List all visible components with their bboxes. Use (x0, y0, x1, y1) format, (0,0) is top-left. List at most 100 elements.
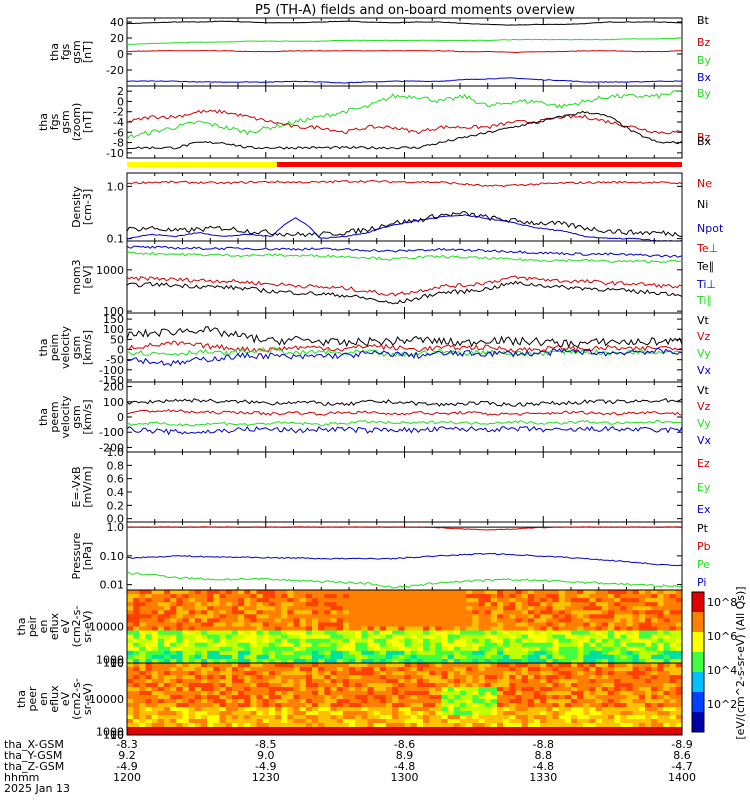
spectrogram-cell (281, 622, 288, 627)
spectrogram-cell (423, 695, 430, 700)
spectrogram-cell (410, 715, 418, 720)
spectrogram-cell (614, 594, 621, 599)
spectrogram-cell (595, 731, 603, 736)
spectrogram-cell (305, 618, 313, 623)
spectrogram-cell (583, 719, 590, 724)
spectrogram-cell (490, 606, 498, 611)
spectrogram-cell (133, 703, 140, 708)
spectrogram-cell (583, 675, 590, 680)
spectrogram-cell (453, 626, 461, 632)
spectrogram-cell (416, 727, 424, 732)
spectrogram-cell (527, 610, 535, 615)
spectrogram-cell (497, 727, 504, 732)
spectrogram-cell (435, 683, 442, 688)
spectrogram-cell (466, 638, 473, 644)
spectrogram-cell (595, 606, 603, 611)
spectrogram-cell (669, 634, 677, 640)
spectrogram-cell (657, 606, 664, 611)
spectrogram-cell (423, 654, 430, 660)
spectrogram-cell (275, 663, 282, 668)
spectrogram-cell (386, 614, 393, 619)
spectrogram-cell (404, 687, 412, 692)
spectrogram-cell (564, 598, 572, 603)
spectrogram-cell (219, 650, 227, 656)
spectrogram-cell (416, 606, 424, 611)
spectrogram-cell (312, 707, 319, 712)
panel-peer_spec: 10000100010010thapeerenefluxeV(cm2-s-sr-… (15, 662, 683, 742)
spectrogram-cell (312, 679, 319, 684)
spectrogram-cell (305, 675, 313, 680)
spectrogram-cell (262, 691, 270, 696)
spectrogram-cell (145, 602, 153, 607)
spectrogram-cell (151, 703, 159, 708)
spectrogram-cell (262, 642, 270, 648)
spectrogram-cell (367, 683, 375, 688)
spectrogram-cell (157, 703, 165, 708)
spectrogram-cell (651, 663, 658, 668)
spectrogram-cell (355, 598, 362, 603)
spectrogram-cell (484, 727, 492, 732)
spectrogram-cell (429, 594, 436, 599)
spectrogram-cell (527, 675, 535, 680)
spectrogram-cell (275, 707, 282, 712)
spectrogram-cell (453, 642, 461, 648)
spectrogram-cell (589, 650, 597, 656)
spectrogram-cell (238, 622, 245, 627)
spectrogram-cell (287, 671, 294, 676)
spectrogram-cell (361, 719, 368, 724)
spectrogram-cell (527, 707, 535, 712)
spectrogram-cell (638, 675, 646, 680)
spectrogram-cell (170, 650, 177, 656)
spectrogram-cell (552, 646, 560, 652)
spectrogram-cell (262, 614, 270, 619)
spectrogram-cell (657, 683, 664, 688)
spectrogram-cell (145, 650, 153, 656)
spectrogram-cell (608, 598, 615, 603)
spectrogram-cell (188, 675, 196, 680)
spectrogram-cell (367, 650, 375, 656)
spectrogram-cell (238, 731, 245, 736)
spectrogram-cell (564, 622, 572, 627)
spectrogram-cell (379, 667, 387, 672)
spectrogram-cell (330, 687, 338, 692)
spectrogram-cell (497, 610, 504, 615)
spectrogram-cell (330, 675, 338, 680)
spectrogram-cell (595, 667, 603, 672)
spectrogram-cell (608, 638, 615, 644)
spectrogram-cell (336, 618, 344, 623)
spectrogram-cell (133, 646, 140, 652)
spectrogram-cell (441, 663, 449, 668)
spectrogram-cell (312, 594, 319, 599)
spectrogram-cell (645, 671, 652, 676)
spectrogram-cell (552, 654, 560, 660)
spectrogram-cell (632, 646, 640, 652)
spectrogram-cell (441, 590, 449, 595)
y-tick-label: 100 (103, 396, 124, 409)
spectrogram-cell (287, 715, 294, 720)
spectrogram-cell (355, 703, 362, 708)
spectrogram-cell (392, 650, 399, 656)
spectrogram-cell (571, 683, 578, 688)
spectrogram-cell (231, 606, 239, 611)
spectrogram-cell (645, 622, 652, 627)
spectrogram-cell (423, 699, 430, 704)
spectrogram-cell (503, 671, 510, 676)
spectrogram-cell (521, 695, 529, 700)
spectrogram-cell (201, 598, 208, 603)
spectrogram-cell (404, 699, 412, 704)
spectrogram-cell (188, 602, 196, 607)
spectrogram-cell (503, 590, 510, 595)
spectrogram-cell (281, 594, 288, 599)
spectrogram-cell (410, 658, 418, 664)
spectrogram-cell (133, 679, 140, 684)
spectrogram-cell (663, 663, 671, 668)
spectrogram-cell (651, 658, 658, 664)
spectrogram-cell (404, 650, 412, 656)
spectrogram-cell (250, 650, 257, 656)
spectrogram-cell (583, 658, 590, 664)
spectrogram-cell (392, 638, 399, 644)
spectrogram-cell (509, 699, 516, 704)
spectrogram-cell (453, 699, 461, 704)
spectrogram-cell (127, 610, 134, 615)
spectrogram-cell (213, 650, 220, 656)
